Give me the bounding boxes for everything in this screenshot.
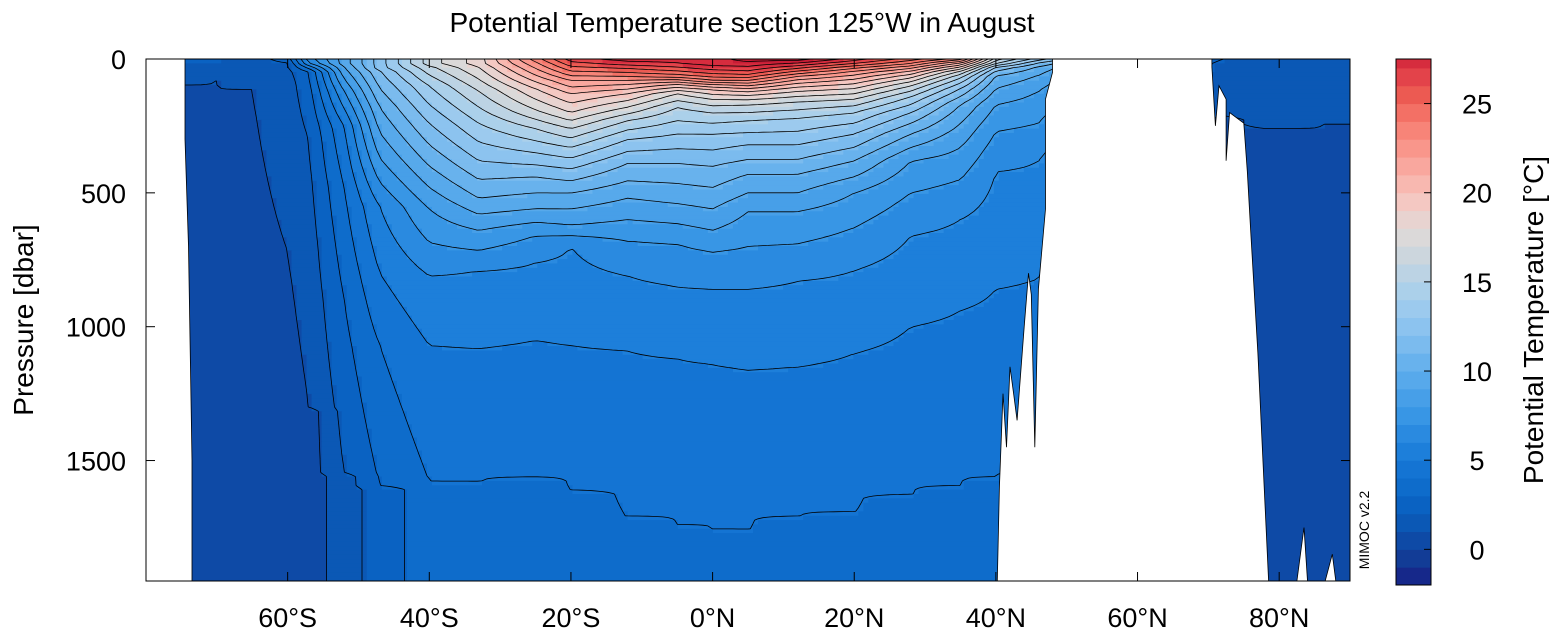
colorbar-label: Potential Temperature [°C] (1518, 156, 1549, 484)
contour-lines-layer (185, 59, 1350, 581)
isotherm-line (397, 59, 1018, 148)
colorbar-tick-label: 10 (1462, 357, 1492, 387)
land-mask-layer (184, 58, 1351, 582)
isotherm-line (361, 59, 1065, 181)
isotherm-line (518, 59, 963, 84)
ocean-boundary (1211, 58, 1351, 582)
colorbar-swatch (1396, 424, 1431, 443)
x-tick-label: 40°S (400, 603, 459, 633)
ocean-boundary (184, 58, 1053, 582)
colorbar-swatch (1396, 299, 1431, 319)
x-axis-ticks: 60°S 40°S 20°S 0°N 20°N 40°N 60°N 80°N (258, 59, 1309, 633)
watermark-label: MIMOC v2.2 (1356, 491, 1372, 570)
colorbar-swatch (1396, 549, 1431, 568)
plot-frame (145, 58, 1351, 582)
colorbar-swatch (1396, 371, 1431, 390)
x-tick-label: 40°N (966, 603, 1026, 633)
colorbar-swatch (1396, 460, 1431, 479)
colorbar-swatch (1396, 210, 1431, 229)
isotherm-line (553, 59, 897, 75)
colorbar-tick-label: 0 (1469, 535, 1484, 565)
colorbar-swatch (1396, 67, 1431, 87)
isotherm-line (495, 59, 974, 94)
colorbar-swatch (1396, 495, 1431, 515)
colorbar-tick-label: 25 (1462, 90, 1492, 120)
temperature-fill-layer (185, 59, 1350, 581)
colorbar-swatch (1396, 121, 1431, 140)
colorbar-swatch (1396, 59, 1431, 69)
colorbar: 0 5 10 15 20 25 (1395, 58, 1492, 586)
y-tick-label: 1500 (66, 447, 126, 477)
colorbar-swatch (1396, 317, 1431, 336)
x-tick-label: 20°N (824, 603, 884, 633)
isotherm-line (385, 59, 1032, 158)
x-tick-label: 80°N (1249, 603, 1309, 633)
colorbar-swatch (1396, 406, 1431, 426)
isotherm-line (326, 59, 1118, 231)
section-plot: 60°S 40°S 20°S 0°N 20°N 40°N 60°N 80°N 0 500 1000… (66, 45, 1351, 633)
colorbar-swatch (1396, 246, 1431, 265)
colorbar-swatch (1396, 442, 1431, 461)
colorbar-swatch (1396, 103, 1431, 122)
chart-title: Potential Temperature section 125°W in A… (449, 7, 1034, 38)
isotherm-line (484, 59, 979, 104)
y-axis-ticks: 0 500 1000 1500 (66, 45, 1350, 477)
colorbar-swatch (1396, 388, 1431, 408)
colorbar-swatch (1396, 513, 1431, 533)
isotherm-line (338, 59, 1100, 215)
colorbar-tick-label: 5 (1469, 446, 1484, 476)
isotherm-line (441, 59, 989, 121)
colorbar-swatch (1396, 174, 1431, 194)
colorbar-swatch (1396, 567, 1431, 586)
colorbar-swatch (1396, 531, 1431, 550)
x-tick-label: 60°S (258, 603, 317, 633)
x-tick-label: 0°N (690, 603, 735, 633)
colorbar-swatch (1396, 264, 1431, 283)
isotherm-line (422, 59, 994, 129)
isotherm-line (466, 59, 984, 113)
colorbar-swatch (1396, 478, 1431, 497)
isotherm-line (373, 59, 1048, 169)
isotherm-line (349, 59, 1083, 199)
isotherm-line (410, 59, 1004, 138)
colorbar-swatch (1396, 157, 1431, 176)
colorbar-frame (1395, 58, 1432, 586)
colorbar-swatch (1396, 228, 1431, 247)
colorbar-swatch (1396, 281, 1431, 301)
x-tick-label: 60°N (1107, 603, 1167, 633)
colorbar-swatch (1396, 139, 1431, 158)
colorbar-swatch (1396, 353, 1431, 372)
y-tick-label: 500 (81, 179, 126, 209)
colorbar-tick-label: 20 (1462, 179, 1492, 209)
colorbar-swatch (1396, 192, 1431, 212)
y-tick-label: 1000 (66, 313, 126, 343)
colorbar-swatch (1396, 335, 1431, 354)
colorbar-tick-label: 15 (1462, 268, 1492, 298)
x-tick-label: 20°S (542, 603, 601, 633)
y-axis-label: Pressure [dbar] (8, 224, 39, 415)
y-tick-label: 0 (111, 45, 126, 75)
colorbar-swatch (1396, 85, 1431, 105)
isotherm-line (506, 59, 969, 88)
